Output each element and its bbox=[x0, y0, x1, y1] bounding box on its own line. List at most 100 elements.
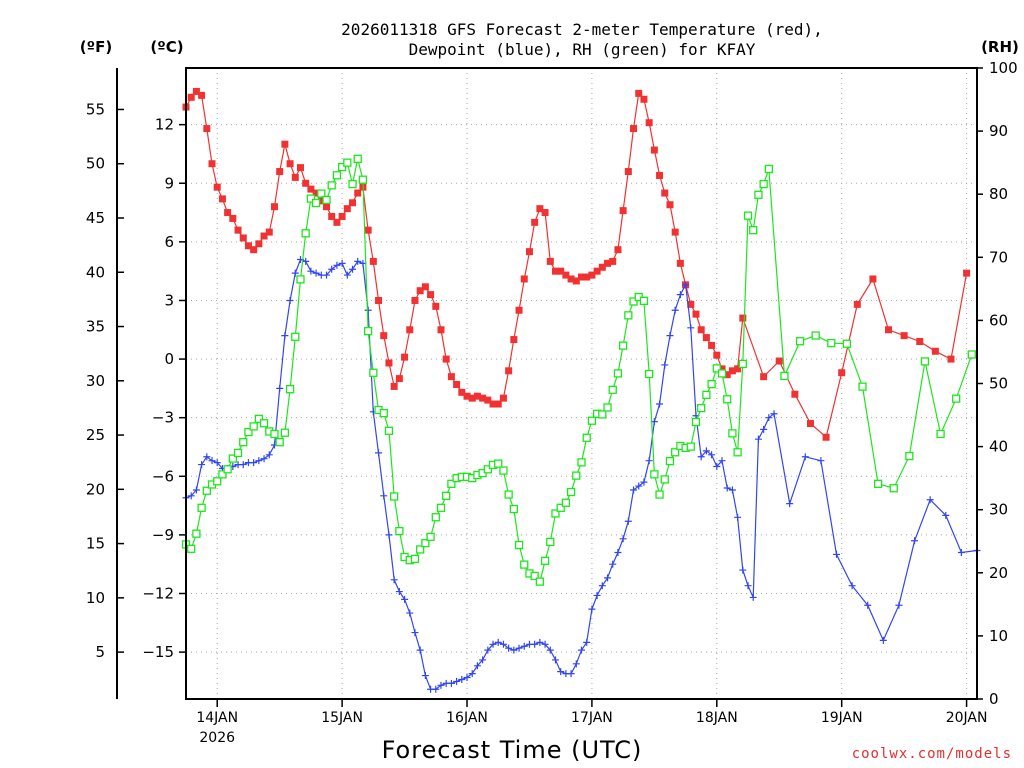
rh-point bbox=[702, 390, 711, 400]
rh-point bbox=[322, 195, 331, 205]
dewpoint-point bbox=[494, 638, 502, 646]
dewpoint-series bbox=[182, 255, 981, 693]
rh-point bbox=[749, 226, 758, 235]
rh-point bbox=[613, 369, 623, 378]
dewpoint-point bbox=[338, 259, 346, 267]
x-tick-year-label: 2026 bbox=[199, 730, 235, 746]
rh-point bbox=[561, 498, 571, 507]
temperature-point bbox=[734, 365, 742, 373]
temperature-point bbox=[453, 380, 461, 388]
rh-point bbox=[202, 486, 211, 495]
dewpoint-point bbox=[551, 656, 559, 664]
dewpoint-point bbox=[479, 656, 487, 664]
dewpoint-point bbox=[832, 550, 840, 558]
fahrenheit-tick-label: 50 bbox=[86, 155, 105, 173]
temperature-point bbox=[489, 400, 497, 408]
rh-point bbox=[728, 429, 737, 438]
dewpoint-point bbox=[697, 453, 705, 461]
celsius-tick-label: −12 bbox=[142, 585, 174, 603]
dewpoint-point bbox=[432, 685, 440, 693]
dewpoint-point bbox=[276, 384, 284, 392]
temperature-point bbox=[203, 125, 211, 133]
dewpoint-point bbox=[879, 636, 887, 644]
rh-point bbox=[530, 571, 539, 581]
dewpoint-point bbox=[593, 591, 601, 599]
temperature-point bbox=[853, 300, 861, 308]
temperature-point bbox=[265, 228, 273, 236]
dewpoint-point bbox=[260, 455, 268, 463]
celsius-tick-label: 12 bbox=[155, 116, 174, 134]
rh-point bbox=[270, 429, 279, 439]
temperature-point bbox=[713, 351, 721, 359]
x-tick-label: 15JAN bbox=[321, 710, 363, 726]
x-tick-label: 20JAN bbox=[946, 710, 988, 726]
dewpoint-point bbox=[390, 576, 398, 584]
temperature-point bbox=[510, 336, 518, 344]
dewpoint-point bbox=[208, 457, 216, 465]
rh-tick-label: 20 bbox=[989, 564, 1008, 582]
temperature-point bbox=[666, 201, 674, 209]
temperature-point bbox=[463, 392, 471, 400]
rh-point bbox=[660, 475, 669, 484]
rh-point bbox=[858, 382, 867, 391]
temperature-point bbox=[541, 209, 549, 217]
credit-label: coolwx.com/models bbox=[852, 746, 1012, 762]
temperature-point bbox=[479, 394, 487, 402]
temperature-point bbox=[494, 400, 502, 408]
dewpoint-point bbox=[624, 517, 632, 525]
dewpoint-point bbox=[801, 453, 809, 461]
rh-point bbox=[650, 470, 659, 479]
temperature-point bbox=[557, 267, 565, 275]
x-tick-label: 16JAN bbox=[446, 710, 488, 726]
temperature-point bbox=[609, 257, 617, 265]
rh-point bbox=[369, 368, 378, 377]
rh-point bbox=[327, 181, 336, 190]
rh-point bbox=[743, 211, 753, 220]
celsius-unit-label: (ºC) bbox=[150, 38, 183, 56]
dewpoint-point bbox=[333, 261, 341, 269]
series-layer bbox=[181, 87, 981, 693]
temperature-point bbox=[551, 267, 559, 275]
temperature-point bbox=[208, 160, 216, 168]
dewpoint-point bbox=[567, 670, 575, 678]
rh-point bbox=[337, 162, 347, 172]
temperature-point bbox=[468, 394, 476, 402]
temperature-point bbox=[583, 273, 591, 281]
dewpoint-point bbox=[739, 566, 747, 574]
temperature-point bbox=[572, 277, 580, 285]
temperature-point bbox=[739, 314, 747, 322]
fahrenheit-tick-label: 40 bbox=[86, 263, 105, 281]
temperature-point bbox=[645, 119, 653, 127]
dewpoint-point bbox=[286, 296, 294, 304]
temperature-point bbox=[198, 91, 206, 99]
temperature-point bbox=[333, 218, 341, 226]
rh-tick-label: 70 bbox=[989, 248, 1008, 266]
temperature-point bbox=[286, 160, 294, 168]
dewpoint-point bbox=[395, 588, 403, 596]
rh-point bbox=[249, 422, 258, 431]
rh-point bbox=[239, 438, 248, 447]
rh-point bbox=[228, 454, 237, 463]
rh-point bbox=[421, 538, 430, 548]
temperature-point bbox=[697, 326, 705, 334]
rh-point bbox=[665, 456, 675, 466]
plot-frame bbox=[185, 67, 978, 700]
temperature-point bbox=[432, 302, 440, 310]
dewpoint-point bbox=[323, 271, 331, 279]
dewpoint-point bbox=[957, 548, 965, 556]
rh-point bbox=[691, 417, 701, 427]
temperature-point bbox=[499, 394, 507, 402]
dewpoint-point bbox=[786, 500, 794, 508]
rh-point bbox=[639, 296, 649, 305]
temperature-point bbox=[630, 125, 638, 133]
dewpoint-point bbox=[489, 640, 497, 648]
rh-point bbox=[280, 428, 290, 437]
rh-point bbox=[311, 198, 321, 208]
x-tick-label: 17JAN bbox=[571, 710, 613, 726]
temperature-point bbox=[760, 373, 768, 381]
fahrenheit-tick-label: 20 bbox=[86, 480, 105, 498]
rh-point bbox=[598, 410, 607, 419]
rh-point bbox=[358, 175, 368, 184]
temperature-point bbox=[328, 212, 336, 220]
rh-unit-label: (RH) bbox=[981, 38, 1019, 56]
